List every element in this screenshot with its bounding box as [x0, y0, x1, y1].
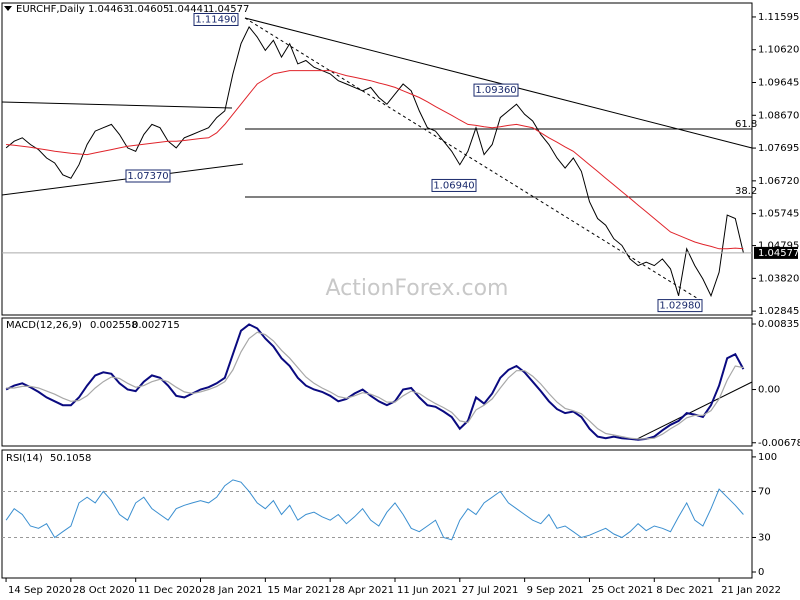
y-tick-label: 0.00 [758, 385, 780, 396]
x-tick-label: 28 Apr 2021 [332, 585, 394, 596]
x-tick-label: 27 Jul 2021 [462, 585, 519, 596]
y-tick-label: 1.03820 [758, 273, 799, 284]
x-tick-label: 21 Jan 2022 [721, 585, 781, 596]
y-tick-label: 1.05745 [758, 209, 799, 220]
y-tick-label: 1.02845 [758, 306, 799, 317]
legend-value: 0.002715 [132, 320, 180, 331]
level-box [473, 83, 519, 97]
price-box [754, 246, 798, 259]
trend-line [244, 17, 753, 149]
x-tick-label: 11 Jun 2021 [397, 585, 457, 596]
macd-panel [1, 317, 753, 447]
chart-title: EURCHF,Daily [16, 4, 85, 15]
legend-value: 0.002558 [90, 320, 138, 331]
y-tick-label: 100 [758, 452, 777, 463]
level-box [431, 178, 477, 192]
x-tick-label: 28 Jan 2021 [203, 585, 263, 596]
y-tick-label: 1.11595 [758, 12, 799, 23]
x-tick-label: 9 Sep 2021 [527, 585, 584, 596]
series-line [6, 70, 744, 250]
ohlc-value: 1.04577 [208, 4, 249, 15]
ohlc-value: 1.04463 [88, 4, 129, 15]
fib-label: 38.2 [735, 186, 757, 197]
level-box [657, 299, 703, 313]
y-tick-label: 0.008353 [758, 319, 800, 330]
y-tick-label: 1.07695 [758, 143, 799, 154]
x-tick-label: 8 Dec 2021 [656, 585, 714, 596]
y-tick-label: 70 [758, 486, 771, 497]
panel-title: MACD(12,26,9) [6, 320, 82, 331]
x-tick-label: 11 Dec 2020 [138, 585, 202, 596]
series-line [6, 331, 744, 440]
y-tick-label: 1.04795 [758, 241, 799, 252]
trend-line [244, 17, 701, 301]
price-label: 1.04577 [758, 248, 799, 259]
level-box [125, 169, 171, 183]
ohlc-value: 1.04441 [168, 4, 209, 15]
y-tick-label: 1.09645 [758, 78, 799, 89]
series-line [5, 323, 745, 441]
y-tick-label: -0.006788 [758, 438, 800, 449]
y-tick-label: 1.08670 [758, 110, 799, 121]
fib-label: 61.8 [735, 119, 757, 130]
y-tick-label: 1.10620 [758, 45, 799, 56]
x-tick-label: 15 Mar 2021 [267, 585, 330, 596]
level-label: 1.06940 [433, 180, 474, 191]
x-tick-label: 25 Oct 2021 [591, 585, 653, 596]
x-tick-label: 28 Oct 2020 [73, 585, 135, 596]
level-label: 1.11490 [195, 14, 236, 25]
watermark: ActionForex.com [326, 276, 509, 301]
trend-line [634, 381, 753, 441]
ohlc-value: 1.04605 [128, 4, 169, 15]
level-label: 1.02980 [659, 301, 700, 312]
y-tick-label: 1.06720 [758, 176, 799, 187]
trend-line [1, 101, 233, 109]
level-box [193, 12, 239, 26]
level-label: 1.09360 [475, 85, 516, 96]
x-tick-label: 14 Sep 2020 [8, 585, 71, 596]
series-line [5, 25, 744, 298]
level-label: 1.07370 [127, 171, 168, 182]
y-tick-label: 30 [758, 532, 771, 543]
series-line [5, 479, 744, 541]
trend-line [1, 163, 244, 196]
rsi-panel [1, 449, 753, 579]
y-tick-label: 0 [758, 567, 764, 578]
price-panel [1, 2, 753, 316]
panel-title: RSI(14) [6, 453, 43, 464]
legend-value: 50.1058 [50, 453, 91, 464]
menu-arrow[interactable] [4, 6, 12, 11]
